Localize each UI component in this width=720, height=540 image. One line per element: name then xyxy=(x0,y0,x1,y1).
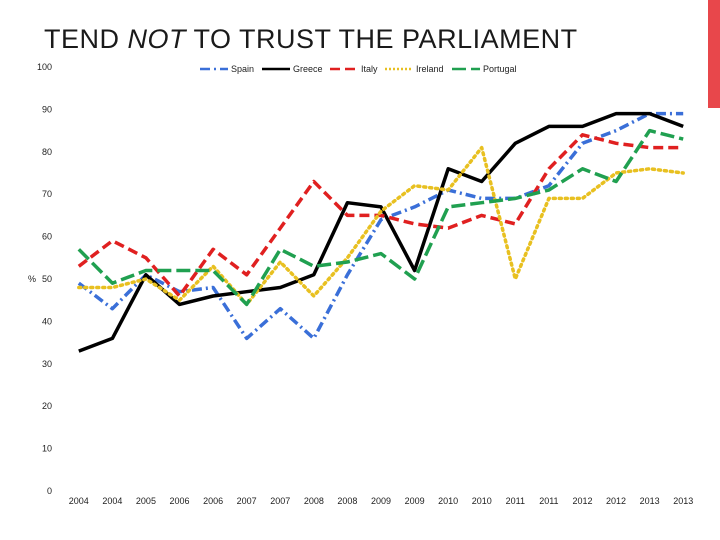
x-tick-label: 2007 xyxy=(237,496,257,506)
page-title: TEND NOT TO TRUST THE PARLIAMENT xyxy=(44,24,578,54)
series-lines xyxy=(77,111,685,353)
x-tick-label: 2004 xyxy=(69,496,89,506)
legend-label-portugal: Portugal xyxy=(483,64,517,74)
legend-label-spain: Spain xyxy=(231,64,254,74)
x-tick-label: 2008 xyxy=(304,496,324,506)
y-tick-label: 20 xyxy=(42,401,52,411)
y-tick-label: 70 xyxy=(42,189,52,199)
x-tick-label: 2009 xyxy=(405,496,425,506)
x-tick-label: 2011 xyxy=(506,496,525,506)
x-tick-label: 2012 xyxy=(606,496,626,506)
y-axis: 0 10 20 30 40 50 60 70 80 90 100% xyxy=(28,62,52,496)
x-tick-label: 2004 xyxy=(102,496,122,506)
series-line-greece xyxy=(78,111,684,353)
x-tick-label: 2010 xyxy=(472,496,492,506)
legend-label-greece: Greece xyxy=(293,64,323,74)
x-tick-label: 2012 xyxy=(572,496,592,506)
y-tick-label: 60 xyxy=(42,232,52,242)
x-tick-label: 2006 xyxy=(170,496,190,506)
y-tick-label: 50 xyxy=(42,274,52,284)
series-line-ireland xyxy=(77,145,685,307)
x-tick-label: 2009 xyxy=(371,496,391,506)
x-tick-label: 2005 xyxy=(136,496,156,506)
y-tick-label: 100 xyxy=(37,62,52,72)
x-tick-label: 2010 xyxy=(438,496,458,506)
series-line-portugal xyxy=(77,128,684,307)
x-tick-label: 2008 xyxy=(337,496,357,506)
series-line-italy xyxy=(77,133,684,298)
x-tick-label: 2007 xyxy=(270,496,290,506)
x-tick-label: 2013 xyxy=(640,496,660,506)
y-tick-label: 80 xyxy=(42,147,52,157)
y-tick-label: 90 xyxy=(42,104,52,114)
y-tick-label: 0 xyxy=(47,486,52,496)
y-axis-label: % xyxy=(28,274,36,284)
y-tick-label: 30 xyxy=(42,359,52,369)
y-tick-label: 40 xyxy=(42,316,52,326)
accent-bar xyxy=(708,0,720,108)
legend-label-italy: Italy xyxy=(361,64,378,74)
x-tick-label: 2013 xyxy=(673,496,693,506)
y-tick-label: 10 xyxy=(42,444,52,454)
x-axis: 2004 2004 2005 2006 2006 2007 2007 2008 2008 2009… xyxy=(69,496,693,506)
x-tick-label: 2006 xyxy=(203,496,223,506)
x-tick-label: 2011 xyxy=(539,496,558,506)
legend-label-ireland: Ireland xyxy=(416,64,444,74)
legend: Spain Greece Italy Ireland Portugal xyxy=(200,64,517,74)
series-line-spain xyxy=(77,111,684,341)
